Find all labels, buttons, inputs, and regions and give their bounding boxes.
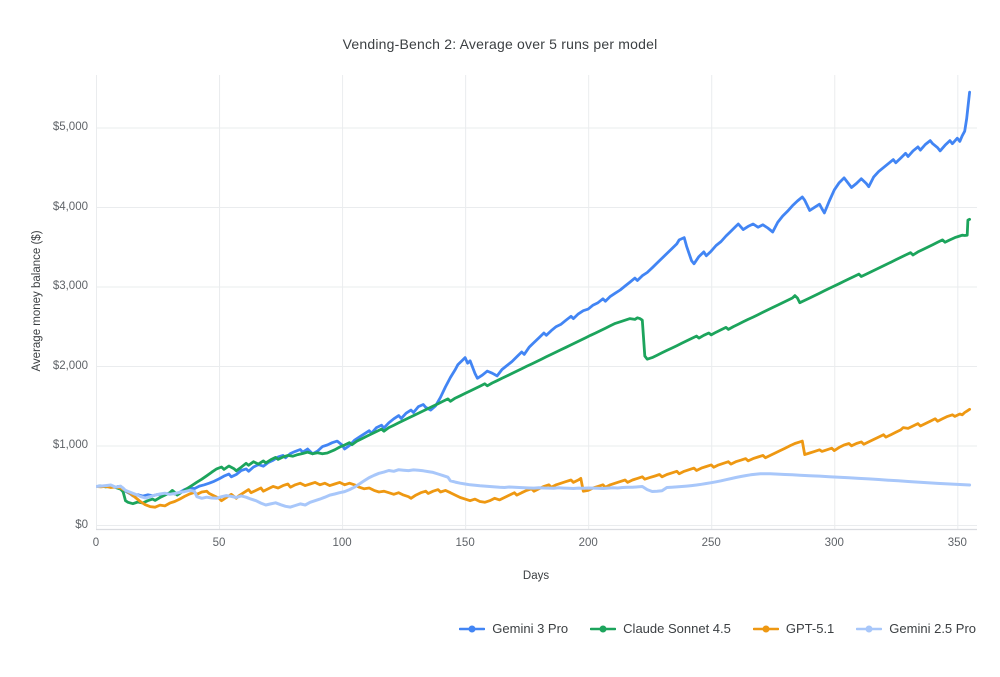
y-tick-label: $0 (75, 518, 88, 531)
plot-area (96, 75, 977, 531)
legend-marker-icon (459, 625, 486, 632)
legend-marker-icon (590, 625, 617, 632)
legend-item-gemini-3-pro: Gemini 3 Pro (459, 621, 568, 636)
series-line-gemini-2-5-pro (96, 468, 972, 509)
legend-label: Gemini 2.5 Pro (889, 621, 976, 636)
y-tick-label: $4,000 (52, 200, 88, 213)
x-tick-label: 50 (212, 537, 226, 549)
legend-label: Gemini 3 Pro (492, 621, 569, 636)
series-line-gemini-3-pro (96, 90, 971, 498)
series-line-claude-sonnet-4-5 (96, 217, 971, 506)
x-tick-label: 0 (92, 537, 100, 549)
legend-label: GPT-5.1 (785, 621, 835, 636)
y-tick-label: $2,000 (52, 359, 88, 372)
legend-item-claude-sonnet-4-5: Claude Sonnet 4.5 (590, 621, 731, 636)
legend-marker-icon (856, 625, 883, 632)
series-line-gpt-5-1 (96, 407, 971, 509)
x-axis-title: Days (522, 570, 550, 582)
x-tick-label: 350 (947, 537, 967, 549)
y-tick-label: $1,000 (52, 439, 88, 451)
x-tick-label: 100 (332, 537, 352, 549)
y-tick-label: $3,000 (52, 280, 88, 292)
legend-label: Claude Sonnet 4.5 (623, 621, 731, 636)
legend-item-gpt-5-1: GPT-5.1 (752, 621, 835, 636)
x-tick-label: 150 (455, 537, 475, 549)
x-tick-label: 200 (578, 537, 598, 549)
legend-item-gemini-2-5-pro: Gemini 2.5 Pro (856, 621, 976, 636)
y-tick-label: $5,000 (52, 121, 88, 133)
x-tick-label: 250 (701, 537, 721, 549)
legend-marker-icon (752, 625, 779, 632)
x-tick-label: 300 (824, 537, 844, 549)
chart-legend: Gemini 3 Pro Claude Sonnet 4.5 GPT-5.1 Gemi… (459, 621, 976, 636)
chart-title: Vending-Bench 2: Average over 5 runs per… (342, 36, 658, 52)
y-axis-title: Average money balance ($) (31, 230, 43, 372)
